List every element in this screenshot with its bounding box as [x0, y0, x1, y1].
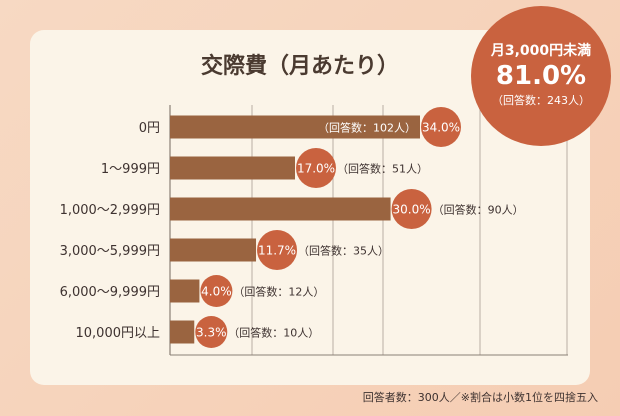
category-label: 3,000〜5,999円: [60, 244, 160, 259]
value-label: 30.0%: [393, 203, 431, 217]
value-badge: [391, 189, 432, 229]
summary-label: 月3,000円未満: [490, 43, 592, 59]
bar: [170, 279, 200, 303]
summary-badge: 月3,000円未満 81.0% （回答数：243人）: [471, 6, 611, 146]
count-label: （回答数：12人）: [233, 285, 324, 299]
value-badge: [200, 275, 233, 307]
count-label: （回答数：51人）: [337, 162, 428, 176]
summary-value: 81.0%: [495, 61, 587, 91]
count-label: （回答数：10人）: [228, 326, 319, 340]
bar: [170, 156, 295, 180]
footer-note: 回答者数：300人／※割合は小数1位を四捨五入: [362, 391, 598, 404]
value-label: 3.3%: [196, 326, 227, 340]
count-label: （回答数：35人）: [298, 244, 389, 258]
value-badge: [296, 148, 336, 188]
value-badge: [421, 107, 461, 147]
bar: [170, 320, 195, 344]
bar: [170, 238, 257, 262]
category-label: 0円: [139, 121, 160, 136]
value-badge: [257, 230, 298, 270]
category-label: 6,000〜9,999円: [60, 285, 160, 300]
value-label: 34.0%: [422, 121, 460, 135]
count-label: （回答数：102人）: [318, 121, 416, 135]
value-label: 4.0%: [201, 285, 232, 299]
count-label: （回答数：90人）: [433, 203, 524, 217]
category-label: 1〜999円: [101, 162, 160, 177]
category-label: 1,000〜2,999円: [60, 203, 160, 218]
value-badge: [195, 316, 228, 348]
bar: [170, 115, 420, 139]
category-label: 10,000円以上: [76, 326, 161, 341]
value-label: 17.0%: [297, 162, 335, 176]
chart-title: 交際費（月あたり）: [200, 54, 399, 79]
summary-count: （回答数：243人）: [492, 94, 590, 107]
bar: [170, 197, 391, 221]
value-label: 11.7%: [258, 244, 296, 258]
